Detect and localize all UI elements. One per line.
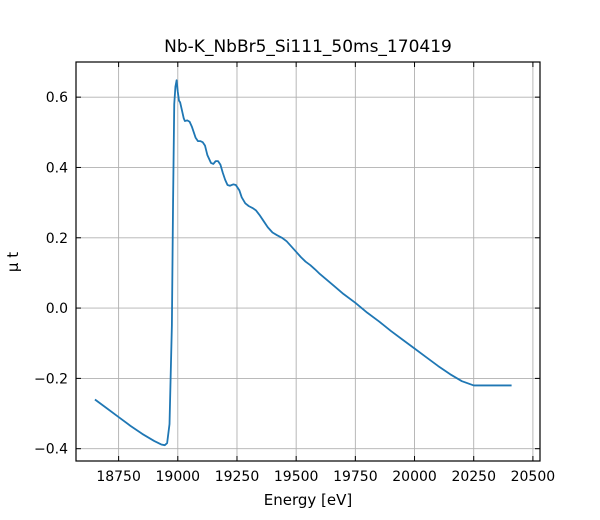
x-tick-label: 20000 — [392, 469, 437, 485]
y-tick-label: 0.6 — [46, 90, 68, 106]
x-tick-label: 19750 — [333, 469, 378, 485]
series-layer — [94, 79, 512, 447]
x-tick-label: 18750 — [96, 469, 141, 485]
x-tick-label: 20500 — [511, 469, 556, 485]
y-tick-label: 0.0 — [46, 301, 68, 317]
x-tick-label: 19250 — [215, 469, 260, 485]
series-line — [94, 79, 512, 447]
x-tick-label: 19000 — [156, 469, 201, 485]
y-tick-label: 0.4 — [46, 160, 68, 176]
x-tick-label: 19500 — [274, 469, 319, 485]
axis-ticks: 18750 19000 19250 19500 19750 20000 20250 20500… — [34, 62, 555, 485]
grid — [76, 62, 540, 461]
y-axis-label: μ t — [4, 252, 22, 272]
chart-title: Nb-K_NbBr5_Si111_50ms_170419 — [164, 37, 452, 57]
y-tick-label: 0.2 — [46, 231, 68, 247]
y-tick-label: −0.4 — [34, 442, 68, 458]
x-tick-label: 20250 — [451, 469, 496, 485]
y-tick-label: −0.2 — [34, 371, 68, 387]
x-axis-label: Energy [eV] — [264, 491, 352, 509]
plot-frame — [75, 61, 541, 462]
